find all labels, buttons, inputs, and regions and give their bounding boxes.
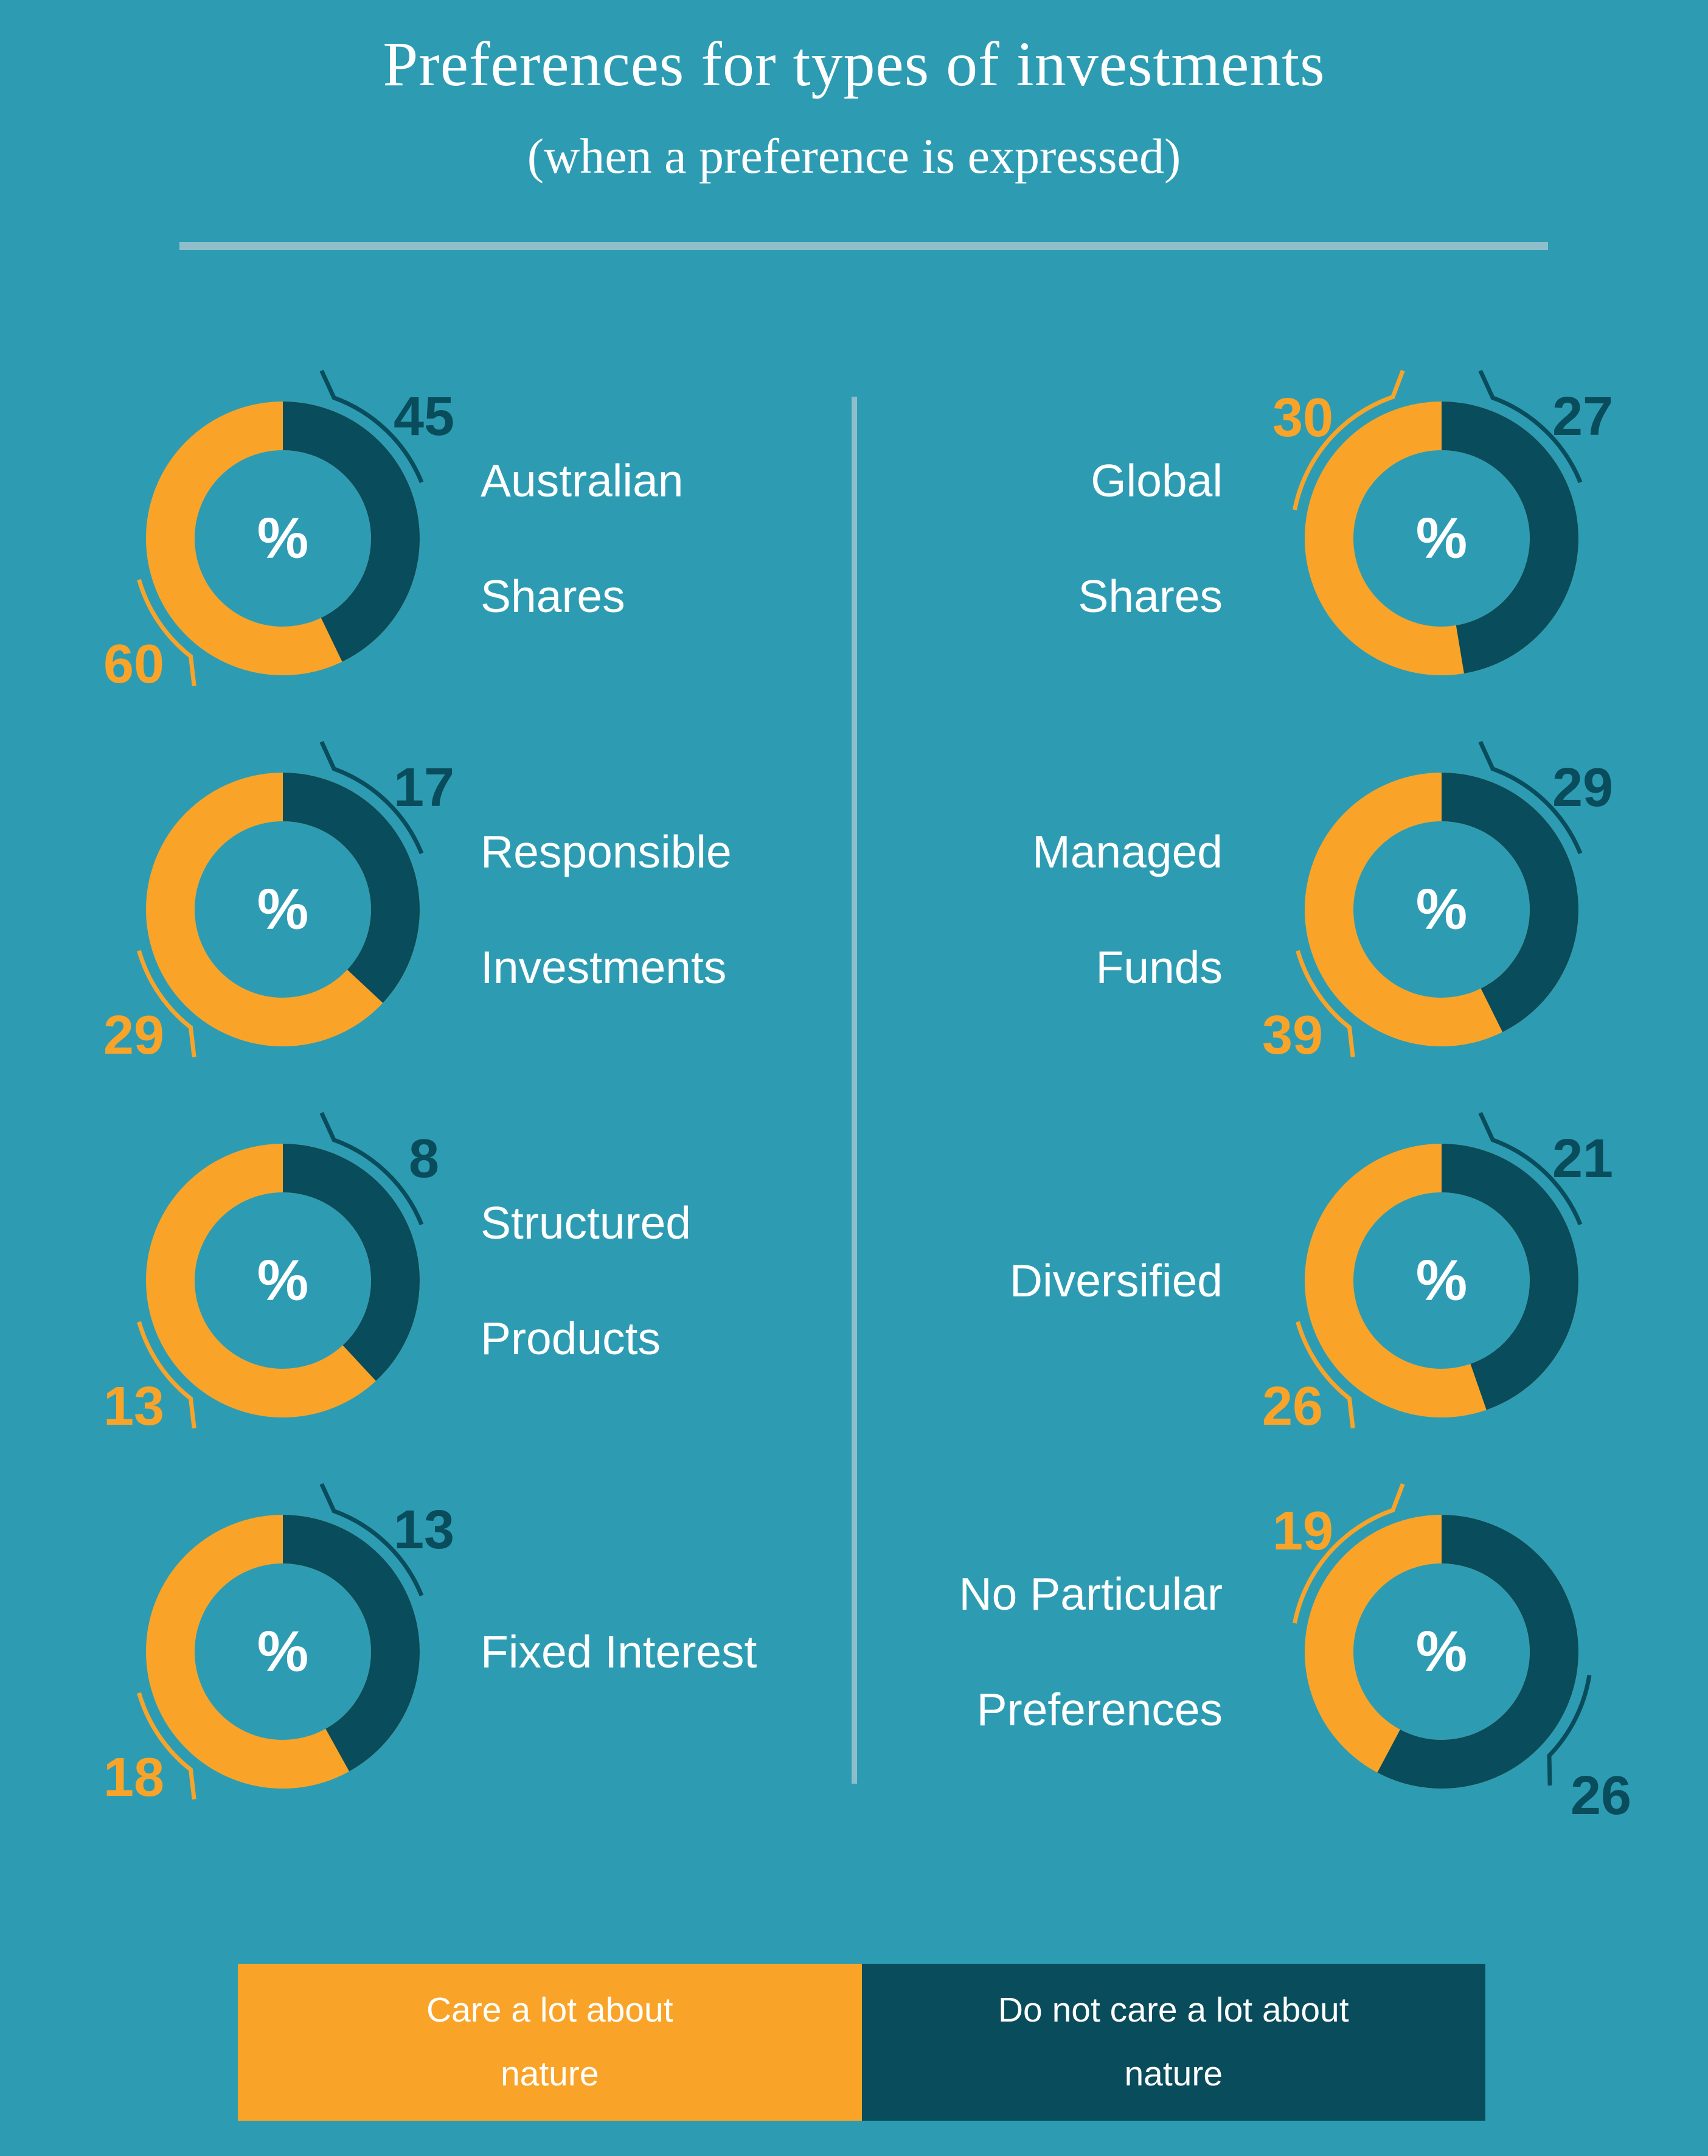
care-pointer-bracket: [1293, 1483, 1405, 1624]
not-care-segment: [1305, 1144, 1578, 1417]
chart-label-line: Australian: [481, 455, 684, 506]
not_care-value: 29: [1552, 757, 1614, 818]
not-care-segment: [146, 1515, 420, 1789]
not-care-pointer-bracket: [319, 369, 424, 484]
legend-label-line: nature: [1124, 2054, 1223, 2093]
legend: Care a lot about nature Do not care a lo…: [238, 1964, 1485, 2121]
not-care-pointer-bracket: [319, 740, 424, 855]
chart-label-line: Managed: [1032, 826, 1223, 877]
not-care-segment: [1305, 402, 1578, 675]
legend-item-care-a-lot: Care a lot about nature: [238, 1964, 862, 2121]
care-pointer-bracket: [137, 1692, 196, 1800]
donut-chart-structured-products: %: [137, 1111, 424, 1429]
care-pointer-bracket: [137, 579, 196, 687]
chart-label-line: Shares: [481, 571, 625, 622]
chart-label-structured-products: Structured Products: [481, 1165, 845, 1396]
donut-chart-managed-funds: %: [1296, 740, 1583, 1058]
care-pointer-bracket: [137, 950, 196, 1058]
not-care-pointer-bracket: [319, 1483, 424, 1597]
care-pointer-bracket: [137, 1321, 196, 1429]
percent-symbol: %: [1416, 506, 1467, 571]
chart-label-fixed-interest: Fixed Interest: [481, 1594, 845, 1709]
not-care-pointer-bracket: [1478, 1111, 1583, 1226]
chart-label-diversified: Diversified: [845, 1223, 1223, 1338]
chart-label-no-particular-preferences: No Particular Preferences: [845, 1536, 1223, 1767]
not-care-pointer-bracket: [1478, 740, 1583, 855]
not-care-pointer-bracket: [1478, 369, 1583, 484]
care-value: 39: [1262, 1005, 1324, 1066]
chart-label-line: Shares: [1078, 571, 1223, 622]
chart-label-line: Investments: [481, 942, 727, 993]
chart-label-global-shares: Global Shares: [845, 423, 1223, 654]
care-pointer-bracket: [1296, 1321, 1355, 1429]
percent-symbol: %: [257, 1248, 308, 1313]
title-underline: [179, 242, 1548, 250]
not-care-pointer-bracket: [1547, 1674, 1592, 1786]
chart-label-managed-funds: Managed Funds: [845, 794, 1223, 1025]
not-care-pointer-bracket: [319, 1111, 424, 1226]
percent-symbol: %: [257, 877, 308, 942]
care-value: 29: [103, 1005, 165, 1066]
care-value: 26: [1262, 1376, 1324, 1437]
donut-chart-responsible-investments: %: [137, 740, 424, 1058]
chart-label-line: Structured: [481, 1197, 691, 1248]
legend-label-line: nature: [500, 2054, 599, 2093]
care-pointer-bracket: [1293, 370, 1405, 510]
chart-label-line: No Particular: [959, 1568, 1223, 1619]
percent-symbol: %: [1416, 1248, 1467, 1313]
not_care-value: 8: [408, 1128, 440, 1189]
chart-label-line: Preferences: [976, 1684, 1223, 1735]
not-care-segment: [1305, 773, 1578, 1046]
chart-label-line: Responsible: [481, 826, 732, 877]
not_care-value: 26: [1570, 1765, 1632, 1826]
not_care-value: 27: [1552, 386, 1614, 447]
chart-label-line: Diversified: [1009, 1255, 1223, 1306]
chart-label-australian-shares: Australian Shares: [481, 423, 845, 654]
care-value: 19: [1272, 1501, 1334, 1562]
not-care-segment: [146, 1144, 420, 1417]
donut-chart-global-shares: %: [1293, 369, 1583, 675]
percent-symbol: %: [1416, 877, 1467, 942]
chart-label-line: Products: [481, 1313, 661, 1364]
care-value: 60: [103, 634, 165, 695]
donut-chart-no-particular-preferences: %: [1293, 1483, 1592, 1789]
percent-symbol: %: [257, 1619, 308, 1684]
page-title: Preferences for types of investments: [383, 29, 1325, 99]
percent-symbol: %: [1416, 1619, 1467, 1684]
chart-label-line: Fixed Interest: [481, 1626, 757, 1677]
care-value: 30: [1272, 388, 1334, 448]
chart-label-line: Global: [1091, 455, 1223, 506]
not-care-segment: [1305, 1515, 1578, 1789]
not_care-value: 21: [1552, 1128, 1614, 1189]
legend-item-do-not-care: Do not care a lot about nature: [861, 1964, 1485, 2121]
percent-symbol: %: [257, 506, 308, 571]
page-subtitle: (when a preference is expressed): [527, 128, 1181, 184]
not-care-segment: [146, 773, 420, 1046]
chart-label-line: Funds: [1095, 942, 1223, 993]
care-pointer-bracket: [1296, 950, 1355, 1058]
not_care-value: 45: [393, 386, 455, 447]
not_care-value: 13: [393, 1500, 455, 1560]
care-value: 18: [103, 1747, 165, 1808]
donut-chart-diversified: %: [1296, 1111, 1583, 1429]
not-care-segment: [146, 402, 420, 675]
column-divider-line: [852, 397, 857, 1784]
care-value: 13: [103, 1376, 165, 1437]
legend-label-line: Do not care a lot about: [998, 1991, 1349, 2029]
not_care-value: 17: [393, 757, 455, 818]
donut-chart-australian-shares: %: [137, 369, 424, 687]
chart-label-responsible-investments: Responsible Investments: [481, 794, 845, 1025]
donut-chart-fixed-interest: %: [137, 1483, 424, 1800]
legend-label-line: Care a lot about: [426, 1991, 673, 2029]
